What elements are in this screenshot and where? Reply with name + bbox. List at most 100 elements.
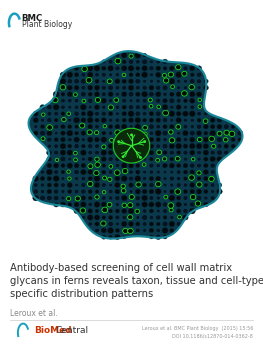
Circle shape xyxy=(143,183,147,187)
Circle shape xyxy=(190,125,194,128)
Circle shape xyxy=(190,118,194,122)
Circle shape xyxy=(190,183,195,187)
Circle shape xyxy=(54,138,58,142)
Circle shape xyxy=(115,112,119,115)
Circle shape xyxy=(129,73,133,77)
Circle shape xyxy=(47,189,52,194)
Circle shape xyxy=(162,130,168,136)
Circle shape xyxy=(95,111,99,116)
Circle shape xyxy=(156,164,160,167)
Circle shape xyxy=(163,235,167,239)
Circle shape xyxy=(149,202,154,207)
Circle shape xyxy=(209,136,214,141)
Circle shape xyxy=(74,105,79,110)
Circle shape xyxy=(184,86,188,90)
Circle shape xyxy=(33,176,39,181)
Circle shape xyxy=(81,73,86,77)
Circle shape xyxy=(210,196,215,200)
Circle shape xyxy=(74,73,79,77)
Circle shape xyxy=(149,216,153,219)
Circle shape xyxy=(129,170,133,174)
Circle shape xyxy=(74,99,79,103)
Circle shape xyxy=(75,131,79,135)
Circle shape xyxy=(238,138,242,141)
Circle shape xyxy=(163,190,167,193)
Circle shape xyxy=(75,196,80,201)
Circle shape xyxy=(74,85,79,90)
Circle shape xyxy=(95,144,99,148)
Circle shape xyxy=(115,79,120,84)
Circle shape xyxy=(176,65,181,70)
Circle shape xyxy=(129,99,133,102)
Circle shape xyxy=(108,150,113,155)
Circle shape xyxy=(128,111,134,117)
Circle shape xyxy=(231,144,235,148)
Circle shape xyxy=(196,72,202,77)
Circle shape xyxy=(224,124,229,130)
Circle shape xyxy=(136,73,140,77)
Circle shape xyxy=(128,59,134,64)
Circle shape xyxy=(94,171,99,176)
Circle shape xyxy=(80,170,86,175)
Circle shape xyxy=(88,196,92,200)
Circle shape xyxy=(197,151,201,155)
Circle shape xyxy=(115,124,120,129)
Circle shape xyxy=(170,118,174,122)
Circle shape xyxy=(191,158,195,161)
Circle shape xyxy=(88,92,92,96)
Circle shape xyxy=(115,189,120,194)
Circle shape xyxy=(135,202,140,207)
Circle shape xyxy=(61,196,65,200)
Circle shape xyxy=(122,112,127,116)
Circle shape xyxy=(156,222,160,226)
Circle shape xyxy=(40,130,45,136)
Circle shape xyxy=(81,112,85,116)
Circle shape xyxy=(183,131,188,136)
Circle shape xyxy=(101,221,106,226)
Circle shape xyxy=(75,183,78,187)
Circle shape xyxy=(176,196,181,200)
Circle shape xyxy=(73,93,77,97)
Circle shape xyxy=(169,176,174,181)
Circle shape xyxy=(61,164,65,168)
Text: Leroux et al.: Leroux et al. xyxy=(10,309,58,318)
Circle shape xyxy=(204,183,208,187)
Circle shape xyxy=(128,208,134,214)
Circle shape xyxy=(41,137,45,141)
Circle shape xyxy=(54,170,59,174)
Circle shape xyxy=(94,215,100,220)
Text: BioMed: BioMed xyxy=(34,326,72,336)
Circle shape xyxy=(135,228,140,233)
Circle shape xyxy=(203,85,208,90)
Circle shape xyxy=(176,105,181,110)
Circle shape xyxy=(47,125,53,130)
Circle shape xyxy=(87,137,93,142)
Circle shape xyxy=(183,215,188,220)
Circle shape xyxy=(143,125,148,130)
Circle shape xyxy=(197,177,201,180)
Circle shape xyxy=(95,73,99,77)
Circle shape xyxy=(143,157,147,161)
Circle shape xyxy=(81,196,86,200)
Circle shape xyxy=(114,170,120,176)
Circle shape xyxy=(217,183,222,187)
Circle shape xyxy=(156,79,160,83)
Circle shape xyxy=(121,188,126,193)
Circle shape xyxy=(204,190,208,194)
Circle shape xyxy=(40,177,45,181)
Circle shape xyxy=(88,157,93,161)
Circle shape xyxy=(156,138,160,142)
Circle shape xyxy=(157,150,161,155)
Circle shape xyxy=(149,66,154,71)
Circle shape xyxy=(149,189,154,194)
Circle shape xyxy=(101,118,107,123)
Circle shape xyxy=(117,140,120,143)
Circle shape xyxy=(224,150,229,155)
Circle shape xyxy=(196,182,202,187)
Circle shape xyxy=(88,203,92,207)
Circle shape xyxy=(136,170,140,174)
Circle shape xyxy=(182,71,187,76)
Circle shape xyxy=(177,86,181,90)
Circle shape xyxy=(81,86,86,90)
Circle shape xyxy=(142,163,146,166)
